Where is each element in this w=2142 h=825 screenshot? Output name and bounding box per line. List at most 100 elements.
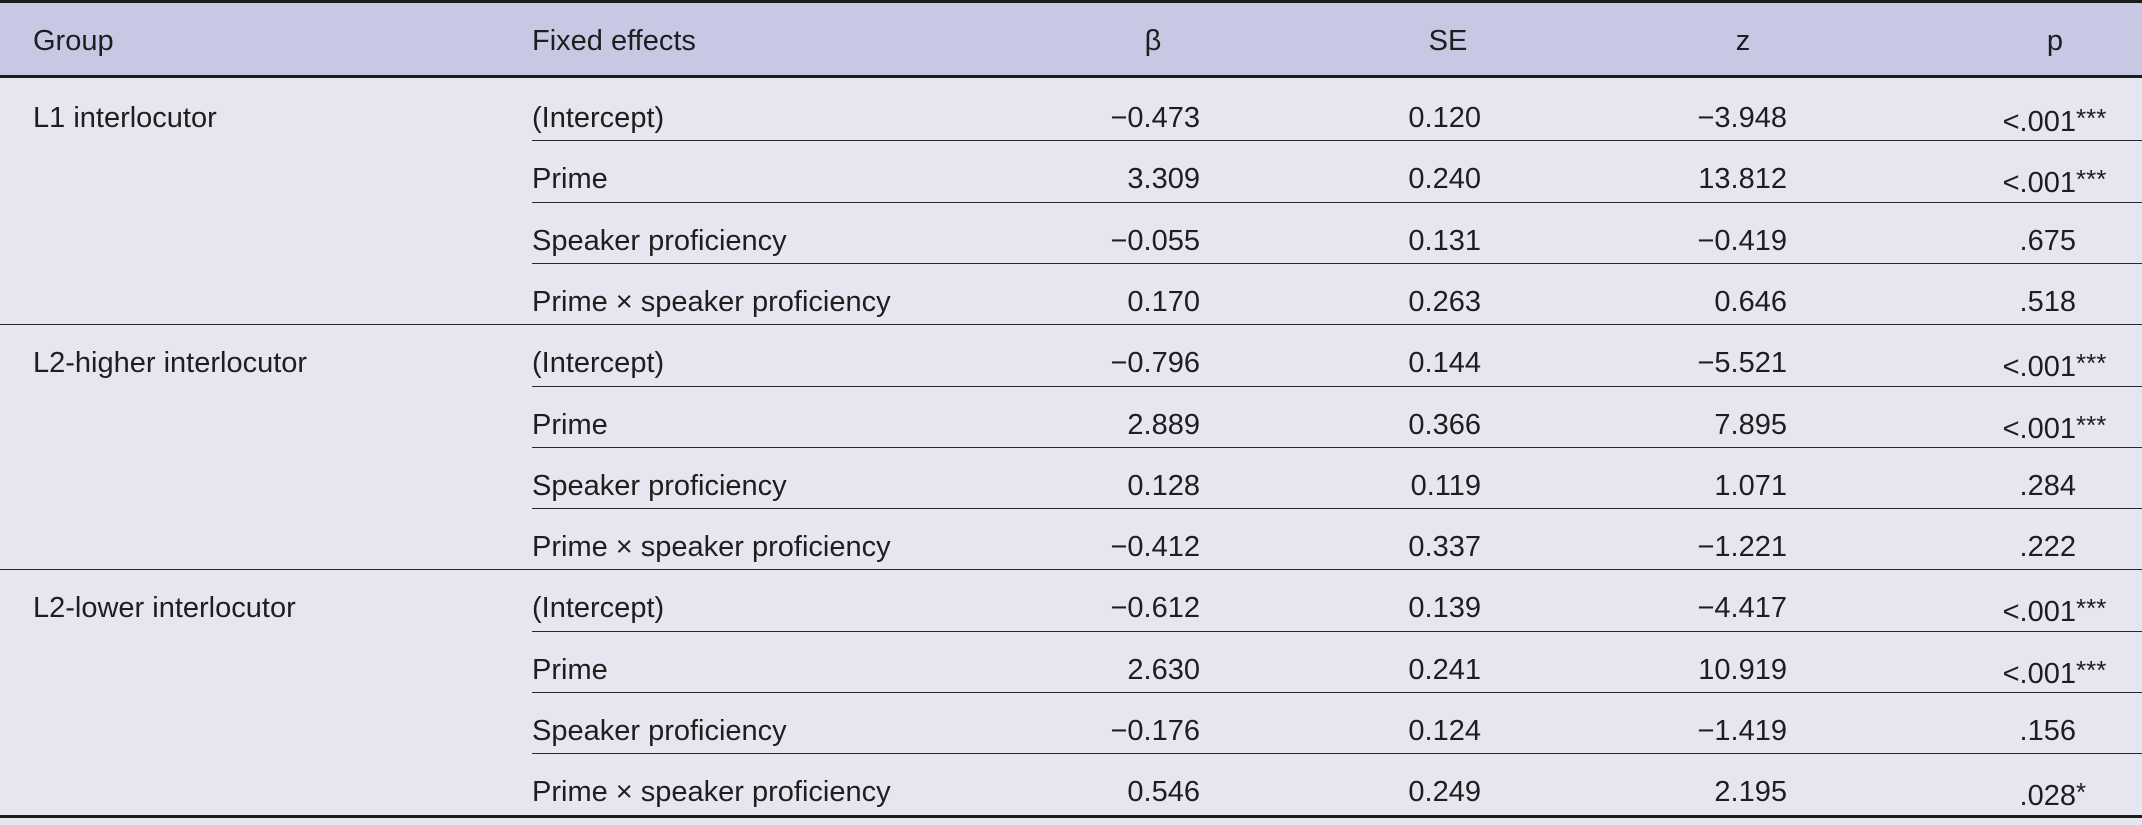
table-row: Prime × speaker proficiency −0.412 0.337 −1…: [0, 517, 2142, 578]
p-value: <.001: [2002, 596, 2076, 629]
fixed-effect-cell: (Intercept): [532, 347, 665, 380]
header-p: p: [2046, 25, 2064, 57]
p-value: <.001: [2002, 106, 2076, 138]
z-cell: −4.417: [1697, 592, 1787, 625]
table-row: Prime 2.630 0.241 10.919 <.001***: [0, 640, 2142, 701]
p-cell: .675: [2020, 223, 2110, 259]
beta-cell: −0.055: [1110, 224, 1200, 257]
table-row: Speaker proficiency −0.176 0.124 −1.419 .156: [0, 701, 2142, 762]
beta-cell: 2.630: [1127, 653, 1200, 686]
z-cell: 7.895: [1714, 408, 1787, 441]
fixed-effect-cell: Speaker proficiency: [532, 469, 787, 502]
se-cell: 0.366: [1408, 408, 1481, 441]
table-row: Prime × speaker proficiency 0.546 0.249 2.1…: [0, 762, 2142, 823]
se-cell: 0.131: [1408, 224, 1481, 257]
beta-cell: 0.546: [1127, 776, 1200, 809]
se-cell: 0.249: [1408, 776, 1481, 809]
row-divider: [532, 692, 2142, 693]
row-divider: [532, 446, 2142, 448]
z-cell: 10.919: [1698, 653, 1787, 686]
fixed-effect-cell: Prime × speaker proficiency: [532, 285, 891, 318]
table-row: Prime × speaker proficiency 0.170 0.263 0.6…: [0, 272, 2142, 333]
p-cell: <.001***: [2003, 407, 2110, 447]
p-value: <.001: [2002, 167, 2076, 200]
table-row: L2-higher interlocutor (Intercept) −0.796 0…: [0, 333, 2142, 394]
p-cell: .284: [2020, 468, 2110, 504]
z-cell: −5.521: [1697, 347, 1787, 380]
p-cell: .518: [2020, 284, 2110, 320]
significance-stars: ***: [2076, 409, 2107, 440]
table-row: Prime 3.309 0.240 13.812 <.001***: [0, 149, 2142, 210]
header-se: SE: [1428, 25, 1468, 57]
fixed-effect-cell: Prime: [532, 653, 608, 686]
p-value: .518: [2019, 285, 2076, 318]
group-label: L2-higher interlocutor: [33, 347, 308, 380]
significance-stars: ***: [2076, 103, 2107, 133]
p-value: .156: [2019, 715, 2076, 747]
p-value: <.001: [2002, 412, 2076, 445]
z-cell: 13.812: [1698, 163, 1787, 196]
z-cell: 2.195: [1714, 776, 1787, 809]
p-cell: .028*: [2020, 774, 2110, 814]
fixed-effect-cell: Prime × speaker proficiency: [532, 531, 891, 564]
table-row: L1 interlocutor (Intercept) −0.473 0.120 −3.…: [0, 88, 2142, 149]
z-cell: −1.221: [1697, 531, 1787, 564]
table-bottom-rule: [0, 814, 2142, 818]
significance-stars: ***: [2076, 593, 2107, 624]
row-divider: [532, 262, 2142, 264]
row-divider: [532, 385, 2142, 387]
header-group: Group: [33, 25, 114, 57]
se-cell: 0.337: [1408, 531, 1481, 564]
p-cell: <.001***: [2003, 100, 2110, 140]
p-cell: <.001***: [2003, 345, 2110, 385]
fixed-effect-cell: (Intercept): [532, 102, 665, 134]
p-value: .675: [2019, 224, 2076, 257]
table-row: Speaker proficiency −0.055 0.131 −0.419 .675: [0, 211, 2142, 272]
fixed-effect-cell: Prime: [532, 163, 608, 196]
p-value: <.001: [2002, 351, 2076, 384]
significance-stars: ***: [2076, 654, 2107, 685]
table-header: Group Fixed effects β SE z p: [0, 0, 2142, 78]
se-cell: 0.144: [1408, 347, 1481, 380]
z-cell: −1.419: [1697, 715, 1787, 747]
significance-stars: *: [2076, 777, 2087, 808]
p-value: .028: [2019, 780, 2076, 813]
z-cell: −3.948: [1697, 102, 1787, 134]
beta-cell: −0.412: [1110, 531, 1200, 564]
fixed-effect-cell: Speaker proficiency: [532, 224, 787, 257]
significance-stars: ***: [2076, 164, 2107, 195]
beta-cell: 2.889: [1127, 408, 1200, 441]
z-cell: −0.419: [1697, 224, 1787, 257]
se-cell: 0.124: [1408, 715, 1481, 747]
se-cell: 0.263: [1408, 285, 1481, 318]
row-divider: [532, 140, 2142, 142]
p-value: .284: [2019, 469, 2076, 502]
beta-cell: 0.170: [1127, 285, 1200, 318]
z-cell: 1.071: [1714, 469, 1787, 502]
p-cell: .156: [2020, 713, 2110, 749]
fixed-effect-cell: Prime: [532, 408, 608, 441]
p-cell: <.001***: [2003, 161, 2110, 201]
beta-cell: 3.309: [1127, 163, 1200, 196]
row-divider: [532, 753, 2142, 755]
se-cell: 0.119: [1410, 469, 1481, 502]
beta-cell: −0.176: [1110, 715, 1200, 747]
p-value: .222: [2019, 531, 2076, 564]
fixed-effect-cell: Prime × speaker proficiency: [532, 776, 891, 809]
beta-cell: −0.612: [1110, 592, 1200, 625]
header-fixed-effects: Fixed effects: [532, 25, 696, 57]
beta-cell: −0.796: [1110, 347, 1200, 380]
row-divider: [532, 508, 2142, 510]
group-divider: [0, 569, 2142, 571]
se-cell: 0.240: [1408, 163, 1481, 196]
fixed-effect-cell: Speaker proficiency: [532, 715, 787, 747]
se-cell: 0.139: [1408, 592, 1481, 625]
row-divider: [532, 201, 2142, 203]
group-label: L2-lower interlocutor: [33, 592, 296, 625]
se-cell: 0.241: [1408, 653, 1481, 686]
p-cell: .222: [2020, 529, 2110, 565]
significance-stars: ***: [2076, 348, 2107, 379]
table-row: Prime 2.889 0.366 7.895 <.001***: [0, 395, 2142, 456]
se-cell: 0.120: [1408, 102, 1481, 134]
